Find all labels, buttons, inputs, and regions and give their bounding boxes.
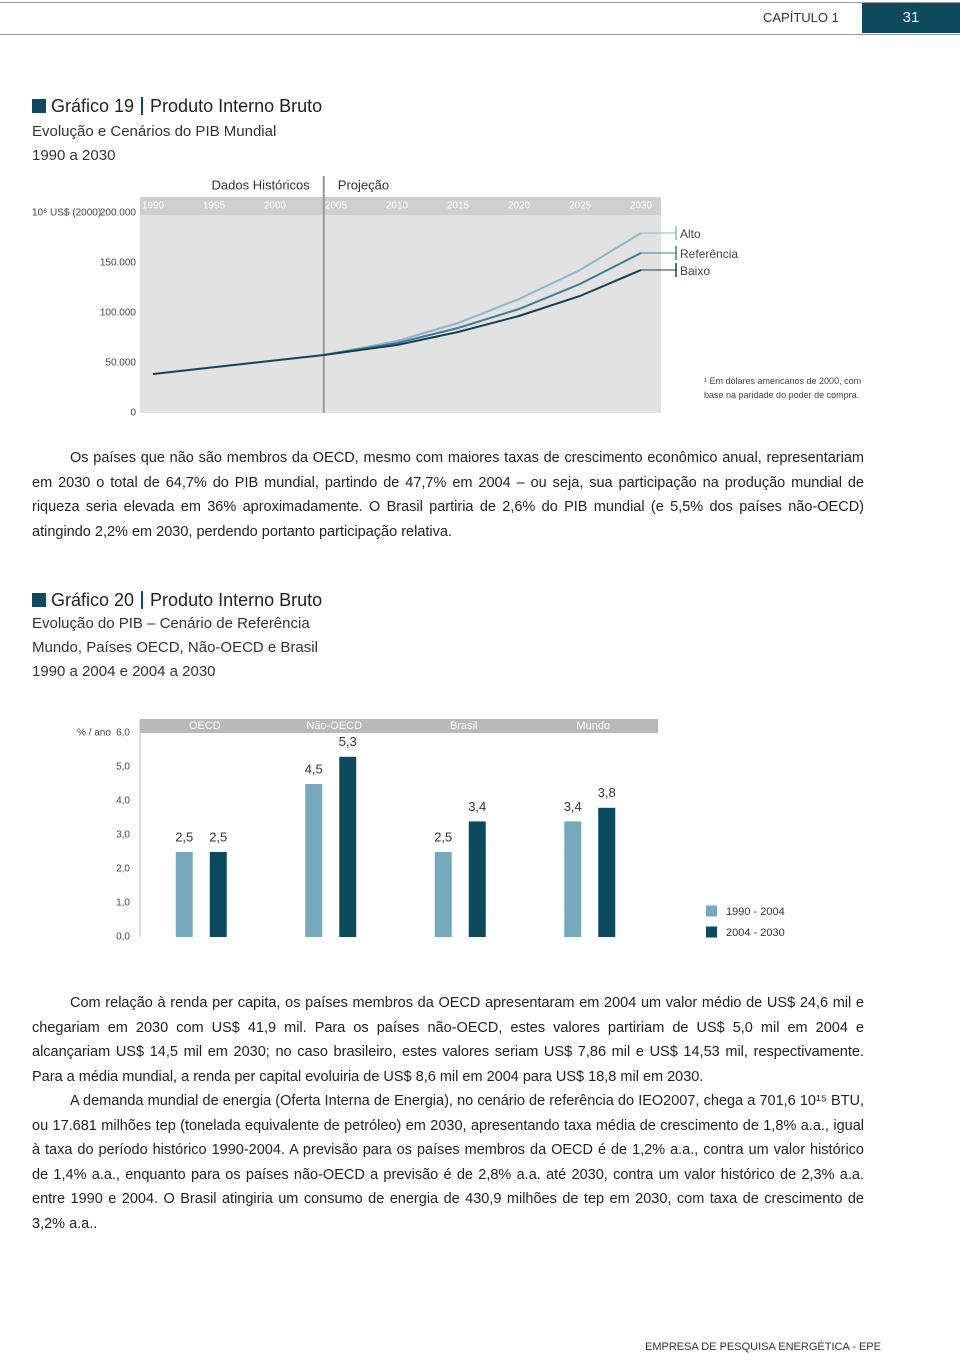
x-tick-label: 2000	[264, 201, 287, 212]
legend-label: Referência	[680, 247, 738, 261]
value-label: 5,3	[339, 734, 357, 749]
y-tick-label: 6,0	[116, 728, 130, 739]
subtitle: Evolução e Cenários do PIB Mundial	[32, 123, 277, 140]
footnote-box: ¹ Em dólares americanos de 2000, com bas…	[704, 376, 862, 400]
x-tick-label: 2030	[630, 201, 653, 212]
paragraph: Os países que não são membros da OECD, m…	[32, 450, 864, 540]
bar	[175, 852, 193, 937]
subtitle: Mundo, Países OECD, Não-OECD e Brasil	[32, 639, 318, 656]
marker	[32, 593, 46, 607]
legend-swatch	[706, 926, 717, 938]
x-tick-label: 2015	[447, 201, 470, 212]
subtitle: Evolução do PIB – Cenário de Referência	[32, 615, 310, 632]
value-label: 3,4	[564, 799, 582, 814]
bar	[564, 821, 582, 937]
y-tick-label: 1,0	[116, 898, 130, 909]
bar	[468, 821, 486, 937]
y-tick-label: 100.000	[100, 308, 137, 319]
value-label: 3,8	[598, 785, 616, 800]
category-strip	[140, 719, 658, 733]
chart-heading: Gráfico 19 Produto Interno Bruto	[32, 96, 322, 117]
x-tick-label: 2010	[386, 201, 409, 212]
value-label: 4,5	[305, 761, 323, 776]
value-label: 2,5	[434, 829, 452, 844]
separator	[141, 97, 144, 115]
footer: EMPRESA DE PESQUISA ENERGÉTICA - EPE	[645, 1341, 881, 1353]
chapter: CAPÍTULO 1	[763, 10, 839, 25]
x-tick-label: 2020	[508, 201, 531, 212]
y-tick-label: 3,0	[116, 830, 130, 841]
bar	[434, 852, 452, 937]
value-label: 2,5	[209, 829, 227, 844]
y-tick-label: 150.000	[100, 258, 137, 269]
category-label: Brasil	[450, 720, 478, 732]
y-tick-label: 50.000	[105, 358, 136, 369]
chart-label: Gráfico 19	[51, 96, 135, 116]
chart-title: Produto Interno Bruto	[150, 96, 323, 116]
subtitle: 1990 a 2004 e 2004 a 2030	[32, 663, 216, 680]
legend-label: Alto	[680, 227, 701, 241]
subtitle: 1990 a 2030	[32, 147, 116, 164]
paragraph: A demanda mundial de energia (Oferta Int…	[32, 1093, 864, 1232]
category-label: Mundo	[576, 720, 610, 732]
y-tick-label: 0	[130, 408, 136, 419]
marker	[32, 99, 46, 113]
legend-swatch	[706, 905, 717, 917]
footnote: ¹ Em dólares americanos de 2000, com bas…	[704, 376, 862, 400]
x-tick-label: 1995	[203, 201, 226, 212]
x-tick-label: 2025	[569, 201, 592, 212]
legend-label: 2004 - 2030	[726, 927, 785, 939]
chart-heading: Gráfico 20 Produto Interno Bruto	[32, 590, 322, 611]
bar	[209, 852, 227, 937]
header-bar	[0, 2, 960, 35]
y-axis-label: % / ano	[77, 728, 111, 739]
annotation: Dados Históricos	[212, 177, 311, 192]
annotation: Projeção	[338, 177, 389, 192]
series-line	[323, 252, 642, 356]
separator	[141, 591, 144, 609]
x-axis-strip	[140, 197, 661, 215]
value-label: 3,4	[468, 799, 486, 814]
value-label: 2,5	[175, 829, 193, 844]
x-tick-label: 2005	[325, 201, 348, 212]
series-line	[323, 269, 642, 356]
chart-title: Produto Interno Bruto	[150, 590, 323, 610]
legend-label: Baixo	[680, 264, 710, 278]
x-tick-label: 1990	[142, 201, 165, 212]
plot-area	[140, 197, 661, 413]
charts: 1990 1995 2000 2005 2010 2015 2020 2025 2030 0 50.…	[32, 176, 862, 943]
paragraph: Com relação à renda per capita, os paíse…	[32, 995, 864, 1085]
bar	[339, 756, 357, 937]
bar	[598, 807, 616, 937]
y-tick-label: 5,0	[116, 762, 130, 773]
y-axis-label: 10⁶ US$ (2000)	[32, 208, 101, 219]
category-label: OECD	[189, 720, 221, 732]
page-number: 31	[862, 3, 960, 33]
series-line	[323, 232, 642, 356]
historical-line	[152, 354, 324, 375]
y-tick-label: 200.000	[100, 208, 137, 219]
legend-label: 1990 - 2004	[726, 906, 785, 918]
paragraph-block: Os países que não são membros da OECD, m…	[32, 446, 864, 544]
chart-label: Gráfico 20	[51, 590, 135, 610]
paragraph-block: Com relação à renda per capita, os paíse…	[32, 991, 864, 1236]
y-tick-label: 2,0	[116, 864, 130, 875]
y-tick-label: 4,0	[116, 796, 130, 807]
y-tick-label: 0,0	[116, 932, 130, 943]
category-label: Não-OECD	[306, 720, 362, 732]
bar	[305, 784, 323, 937]
